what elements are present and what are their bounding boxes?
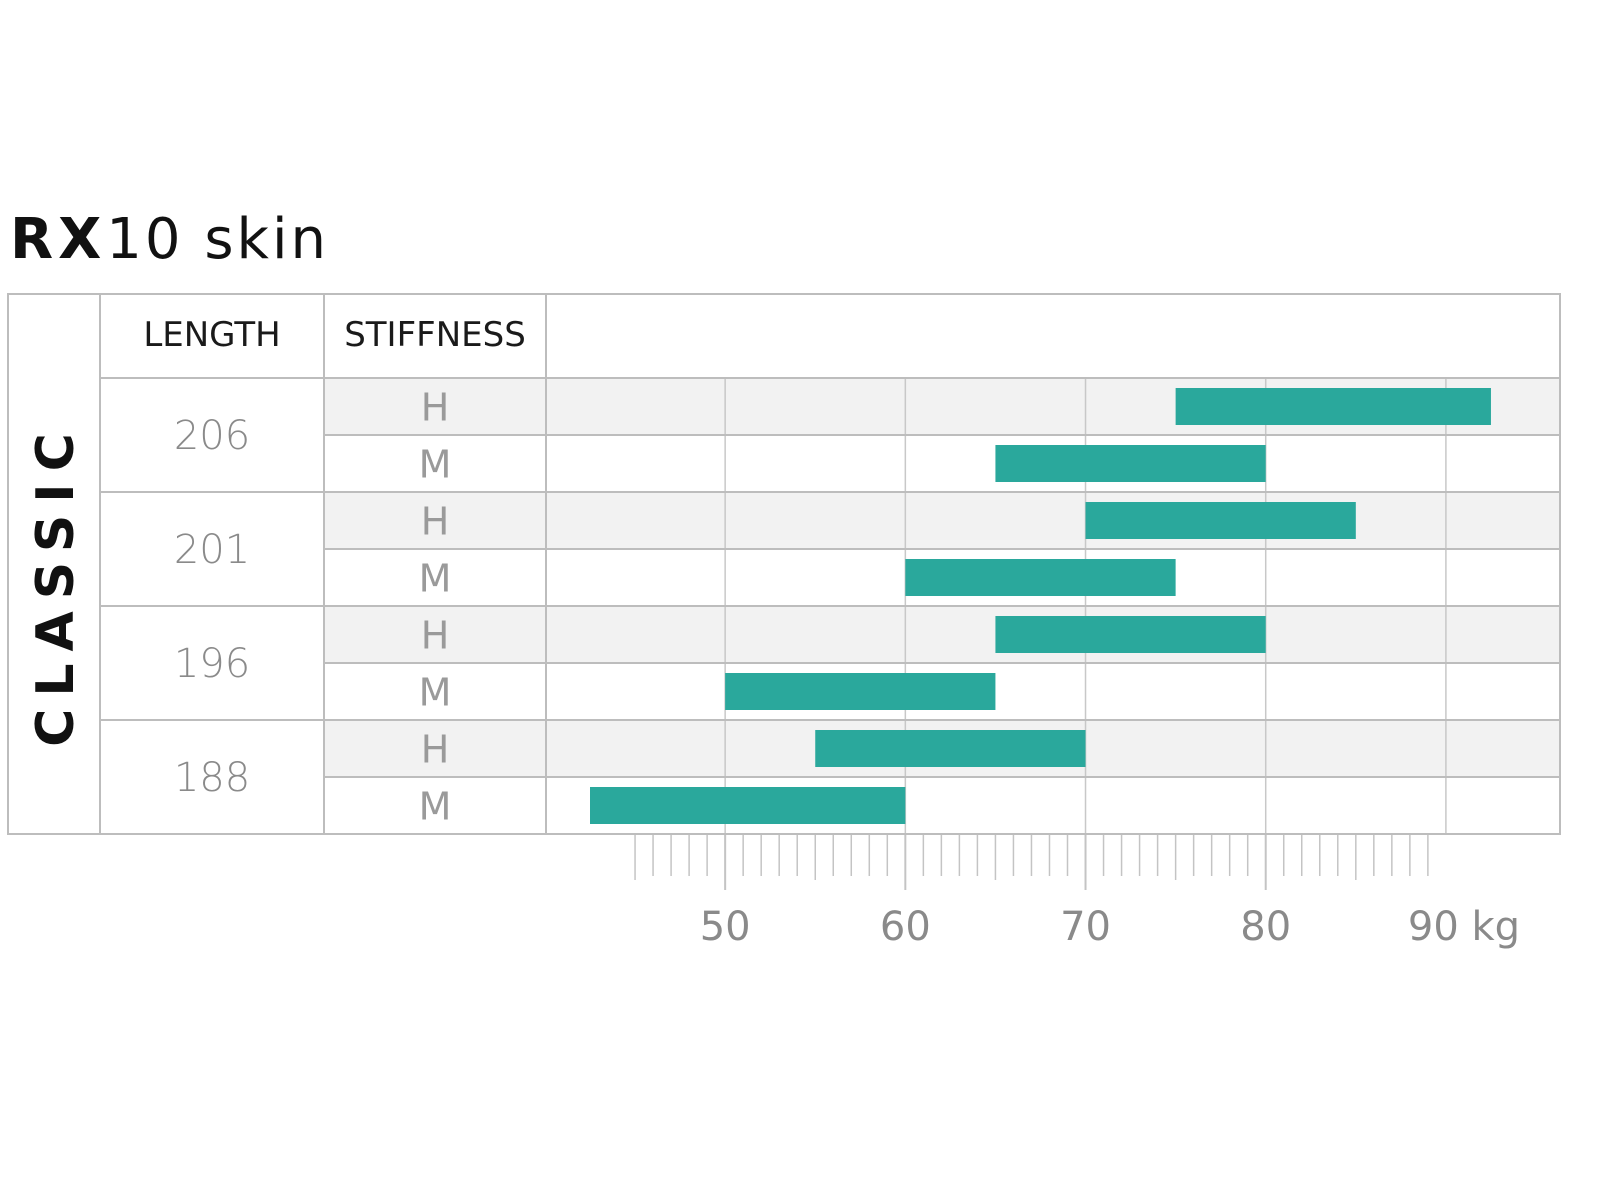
tick-label-70: 70 [1060,904,1111,950]
bar-196-h [995,616,1266,653]
header-length: LENGTH [143,315,280,355]
stiffness-label: M [419,785,452,829]
stiffness-label: H [421,728,450,772]
stiffness-label: H [421,500,450,544]
row-shade [324,492,1560,549]
row-shade [324,606,1560,663]
stiffness-label: H [421,614,450,658]
bar-188-h [815,730,1086,767]
bar-188-m [590,787,906,824]
table-border [7,293,1561,835]
stiffness-label: M [419,557,452,601]
tick-label-60: 60 [880,904,931,950]
title-model: RX [10,207,107,272]
tick-label-90: 90 kg [1408,904,1520,950]
length-label-206: 206 [174,413,250,459]
bar-201-m [905,559,1176,596]
stiffness-label: M [419,443,452,487]
title-variant: 10 skin [106,207,330,272]
bars [590,388,1491,824]
tick-label-50: 50 [700,904,751,950]
header-stiffness: STIFFNESS [344,315,526,355]
bar-206-m [995,445,1266,482]
table-lines [7,293,1561,835]
stiffness-label: H [421,386,450,430]
bar-201-h [1085,502,1356,539]
x-axis: 50 60 70 80 90 kg [634,835,1520,950]
group-label-classic: CLASSIC [26,421,86,747]
length-label-201: 201 [174,527,250,573]
chart-title: RX10 skin [10,212,329,268]
bar-196-m [725,673,996,710]
bar-206-h [1175,388,1491,425]
length-label-196: 196 [174,641,250,687]
tick-label-80: 80 [1240,904,1291,950]
stiffness-label: M [419,671,452,715]
length-label-188: 188 [174,755,250,801]
